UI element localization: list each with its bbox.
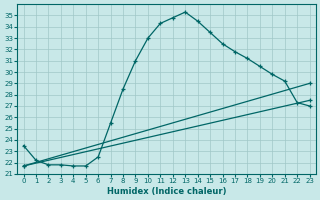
X-axis label: Humidex (Indice chaleur): Humidex (Indice chaleur) (107, 187, 226, 196)
